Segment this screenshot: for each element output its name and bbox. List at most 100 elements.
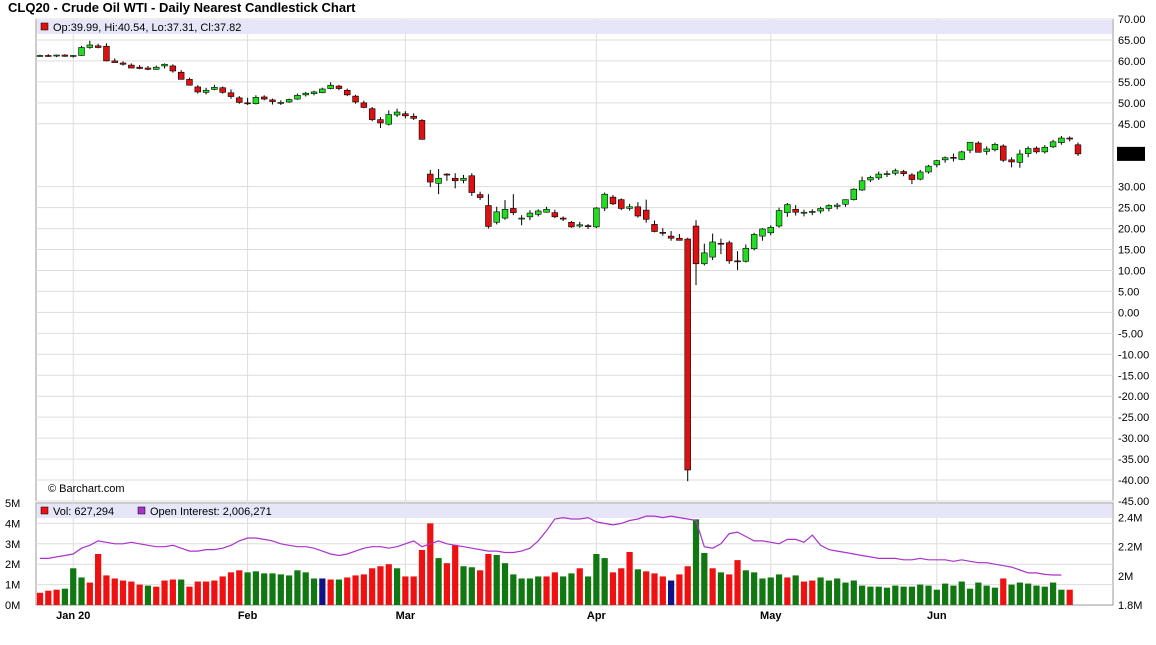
candle-body [842, 199, 849, 205]
volume-bar [568, 573, 575, 605]
candle-body [900, 171, 907, 174]
candle-body [269, 99, 276, 102]
candle-body [485, 205, 492, 227]
volume-bar [427, 523, 434, 605]
volume-bar [867, 586, 874, 605]
candle-body [468, 175, 476, 193]
volume-bar [219, 576, 226, 605]
candle-body [427, 173, 434, 183]
x-tick-label: Jun [927, 610, 947, 622]
price-tick-label: 20.00 [1118, 224, 1146, 236]
volume-bar [153, 586, 160, 605]
candle-body [86, 44, 94, 48]
volume-bar [809, 580, 816, 605]
candle-body [784, 204, 791, 213]
chart-title: CLQ20 - Crude Oil WTI - Daily Nearest Ca… [8, 0, 356, 15]
oi-tick-label: 1.8M [1118, 600, 1142, 612]
candle-body [144, 67, 152, 70]
volume-bar [667, 580, 675, 605]
price-tick-label: -35.00 [1118, 454, 1149, 466]
volume-bar [767, 577, 774, 605]
volume-bar [975, 582, 982, 605]
volume-bar [327, 579, 334, 605]
price-tick-label: 0.00 [1118, 307, 1139, 319]
candle-body [576, 224, 583, 227]
volume-bar [443, 563, 451, 605]
candle-body [227, 92, 235, 97]
volume-bar [858, 585, 866, 605]
candle-body [285, 99, 293, 103]
price-tick-label: 70.00 [1118, 14, 1146, 26]
candle-body [177, 71, 185, 80]
x-tick-label: May [760, 610, 782, 622]
volume-bar [784, 577, 791, 605]
volume-bar [410, 576, 417, 605]
volume-bar [1058, 589, 1065, 605]
volume-bar [418, 549, 426, 605]
last-price-label: 37.82 [1117, 149, 1145, 161]
candle-body [161, 63, 168, 67]
price-tick-label: 30.00 [1118, 182, 1146, 194]
candle-body [983, 148, 990, 152]
volume-bar [717, 572, 725, 605]
volume-bar [261, 573, 268, 605]
candle-body [867, 177, 874, 181]
volume-bar [194, 581, 201, 605]
candle-body [709, 241, 716, 258]
volume-bar [36, 592, 44, 605]
volume-bar [244, 572, 251, 605]
x-axis: Jan 20 Feb Mar Apr May Jun [56, 610, 947, 622]
volume-bar [609, 572, 617, 605]
volume-bar [958, 581, 965, 605]
candle-body [360, 102, 368, 108]
price-legend-bar [37, 20, 1112, 34]
price-tick-label: -5.00 [1118, 328, 1143, 340]
price-tick-label: 65.00 [1118, 35, 1146, 47]
volume-bar [460, 566, 467, 605]
candle-body [352, 95, 359, 103]
volume-bar [95, 554, 102, 605]
volume-legend-swatch [40, 506, 49, 515]
candle-body [1000, 145, 1007, 161]
volume-bar [136, 584, 143, 605]
price-tick-label: -45.00 [1118, 496, 1149, 508]
candle-body [692, 225, 700, 265]
candle-body [568, 221, 575, 228]
volume-bar [543, 576, 550, 605]
volume-bar [1041, 586, 1048, 605]
candle-body [767, 227, 774, 234]
volume-bar [385, 564, 392, 605]
volume-bar [917, 584, 924, 605]
candle-body [742, 247, 750, 262]
candle-body [750, 234, 758, 249]
candle-body [991, 144, 999, 151]
volume-tick-label: 0M [5, 600, 20, 612]
candle-body [53, 54, 60, 57]
volume-bar [435, 558, 442, 605]
candle-body [601, 193, 608, 209]
volume-tick-label: 4M [5, 518, 20, 530]
barchart-watermark: © Barchart.com [48, 483, 125, 495]
volume-bar [501, 563, 509, 605]
candle-body [476, 194, 484, 198]
candle-body [61, 54, 69, 57]
candle-body [850, 188, 857, 200]
candle-body [593, 207, 600, 228]
volume-bar [119, 580, 127, 605]
volume-bar [1008, 584, 1015, 605]
candle-body [302, 92, 309, 96]
candle-body [642, 209, 650, 220]
volume-bar [78, 577, 85, 605]
x-tick-label: Feb [238, 610, 258, 622]
volume-bar [286, 575, 293, 605]
volume-bar [518, 578, 525, 605]
candle-body [651, 224, 658, 232]
candle-body [136, 66, 143, 69]
candle-body [1008, 159, 1015, 163]
volume-bar [875, 586, 882, 605]
candle-body [335, 85, 343, 89]
open-interest-line [40, 515, 1062, 576]
volume-bar [1049, 582, 1057, 605]
candle-body [941, 157, 949, 161]
price-tick-label: 45.00 [1118, 119, 1146, 131]
